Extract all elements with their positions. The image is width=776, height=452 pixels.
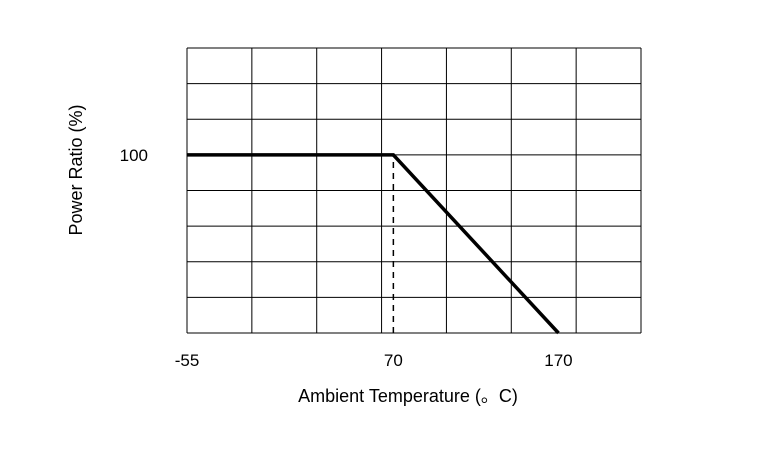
plot-grid xyxy=(186,47,642,334)
x-tick-label: 170 xyxy=(544,351,572,370)
y-tick-label: 100 xyxy=(120,146,148,165)
x-tick-label: 70 xyxy=(384,351,403,370)
x-axis-label: Ambient Temperature (。C) xyxy=(298,386,518,406)
derating-curve xyxy=(187,153,560,335)
y-axis-label: Power Ratio (%) xyxy=(66,104,86,235)
x-tick-label: -55 xyxy=(175,351,200,370)
